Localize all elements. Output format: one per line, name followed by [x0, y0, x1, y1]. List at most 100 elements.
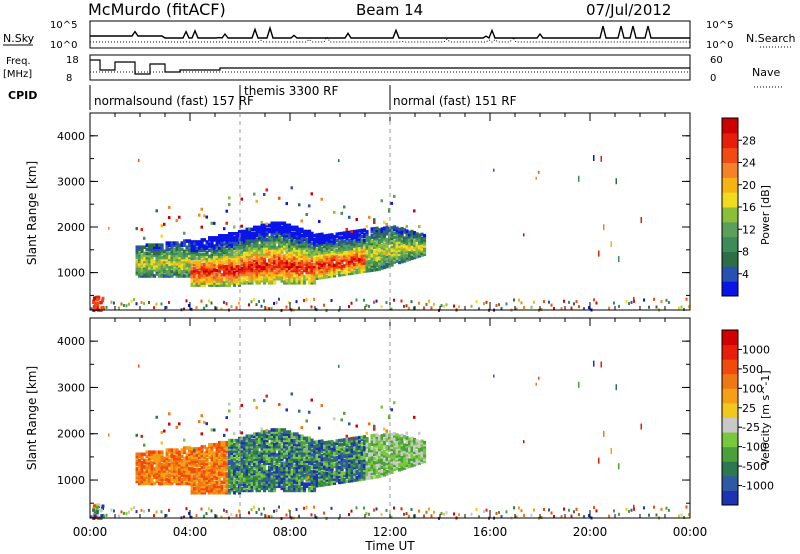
- heatmap-cell: [225, 221, 228, 225]
- heatmap-cell: [395, 449, 399, 454]
- heatmap-cell: [273, 430, 277, 434]
- heatmap-cell: [285, 440, 289, 445]
- heatmap-cell: [365, 472, 369, 476]
- heatmap-cell: [270, 235, 274, 240]
- heatmap-cell: [333, 479, 337, 483]
- heatmap-cell: [273, 467, 277, 472]
- heatmap-cell: [268, 434, 272, 439]
- heatmap-cell: [260, 272, 264, 277]
- heatmap-cell: [328, 233, 332, 238]
- heatmap-cell: [178, 481, 182, 486]
- heatmap-cell: [335, 445, 339, 450]
- heatmap-cell: [203, 463, 207, 468]
- heatmap-cell: [185, 249, 189, 254]
- heatmap-cell: [265, 231, 269, 236]
- heatmap-cell: [210, 445, 214, 449]
- heatmap-cell: [275, 480, 279, 484]
- heatmap-cell: [298, 268, 302, 273]
- nave-label: Nave: [752, 66, 780, 79]
- heatmap-cell: [268, 262, 272, 267]
- heatmap-cell: [288, 301, 290, 305]
- heatmap-cell: [343, 473, 347, 478]
- heatmap-cell: [370, 247, 374, 252]
- heatmap-cell: [275, 442, 279, 447]
- heatmap-cell: [158, 245, 162, 250]
- heatmap-cell: [293, 471, 297, 476]
- heatmap-cell: [140, 477, 144, 482]
- heatmap-cell: [260, 276, 264, 281]
- heatmap-cell: [180, 241, 184, 245]
- heatmap-cell: [330, 245, 334, 250]
- heatmap-cell: [213, 244, 217, 248]
- heatmap-cell: [218, 482, 222, 487]
- heatmap-cell: [230, 248, 234, 253]
- heatmap-cell: [180, 257, 184, 262]
- heatmap-cell: [360, 462, 364, 467]
- heatmap-cell: [405, 440, 409, 444]
- heatmap-cell: [255, 406, 258, 410]
- heatmap-cell: [680, 305, 683, 309]
- heatmap-cell: [310, 233, 314, 238]
- heatmap-cell: [643, 298, 645, 302]
- heatmap-cell: [345, 233, 349, 237]
- heatmap-cell: [430, 514, 433, 518]
- heatmap-cell: [320, 255, 324, 259]
- heatmap-cell: [275, 453, 279, 457]
- heatmap-cell: [608, 306, 610, 310]
- heatmap-cell: [630, 300, 633, 304]
- heatmap-cell: [153, 454, 157, 459]
- heatmap-cell: [388, 237, 392, 241]
- heatmap-cell: [135, 261, 139, 266]
- heatmap-cell: [205, 260, 209, 265]
- heatmap-cell: [163, 255, 167, 260]
- heatmap-cell: [168, 469, 172, 473]
- heatmap-cell: [253, 465, 257, 470]
- heatmap-cell: [99, 309, 103, 313]
- heatmap-cell: [370, 245, 374, 250]
- heatmap-cell: [155, 460, 159, 465]
- heatmap-cell: [298, 272, 302, 277]
- heatmap-cell: [280, 266, 284, 271]
- heatmap-cell: [240, 476, 244, 480]
- heatmap-cell: [345, 267, 349, 272]
- heatmap-cell: [140, 456, 144, 461]
- heatmap-cell: [310, 469, 314, 474]
- heatmap-cell: [378, 250, 382, 255]
- heatmap-cell: [248, 227, 251, 231]
- heatmap-cell: [170, 241, 174, 245]
- heatmap-cell: [315, 460, 319, 465]
- heatmap-cell: [210, 457, 214, 462]
- heatmap-cell: [308, 451, 312, 455]
- heatmap-cell: [208, 470, 212, 474]
- heatmap-cell: [365, 474, 369, 479]
- heatmap-cell: [295, 260, 299, 265]
- heatmap-cell: [398, 463, 402, 468]
- heatmap-cell: [295, 281, 299, 285]
- heatmap-cell: [228, 455, 232, 460]
- heatmap-cell: [230, 470, 234, 474]
- heatmap-cell: [350, 509, 353, 513]
- heatmap-cell: [420, 247, 424, 251]
- heatmap-cell: [385, 264, 389, 269]
- heatmap-cell: [145, 460, 149, 465]
- heatmap-cell: [395, 249, 399, 253]
- heatmap-cell: [245, 438, 249, 443]
- heatmap-cell: [298, 488, 302, 493]
- heatmap-cell: [248, 260, 252, 265]
- heatmap-cell: [265, 227, 269, 232]
- freq-tick-bottom: 8: [66, 73, 72, 84]
- heatmap-cell: [248, 268, 252, 273]
- heatmap-cell: [235, 231, 239, 236]
- heatmap-cell: [175, 257, 179, 262]
- heatmap-cell: [138, 158, 140, 162]
- heatmap-cell: [170, 454, 174, 459]
- heatmap-cell: [145, 467, 149, 471]
- heatmap-cell: [223, 461, 227, 466]
- heatmap-cell: [303, 254, 307, 258]
- heatmap-cell: [330, 233, 334, 237]
- heatmap-cell: [398, 442, 402, 447]
- heatmap-cell: [285, 264, 289, 269]
- heatmap-cell: [250, 476, 254, 480]
- heatmap-cell: [305, 467, 309, 472]
